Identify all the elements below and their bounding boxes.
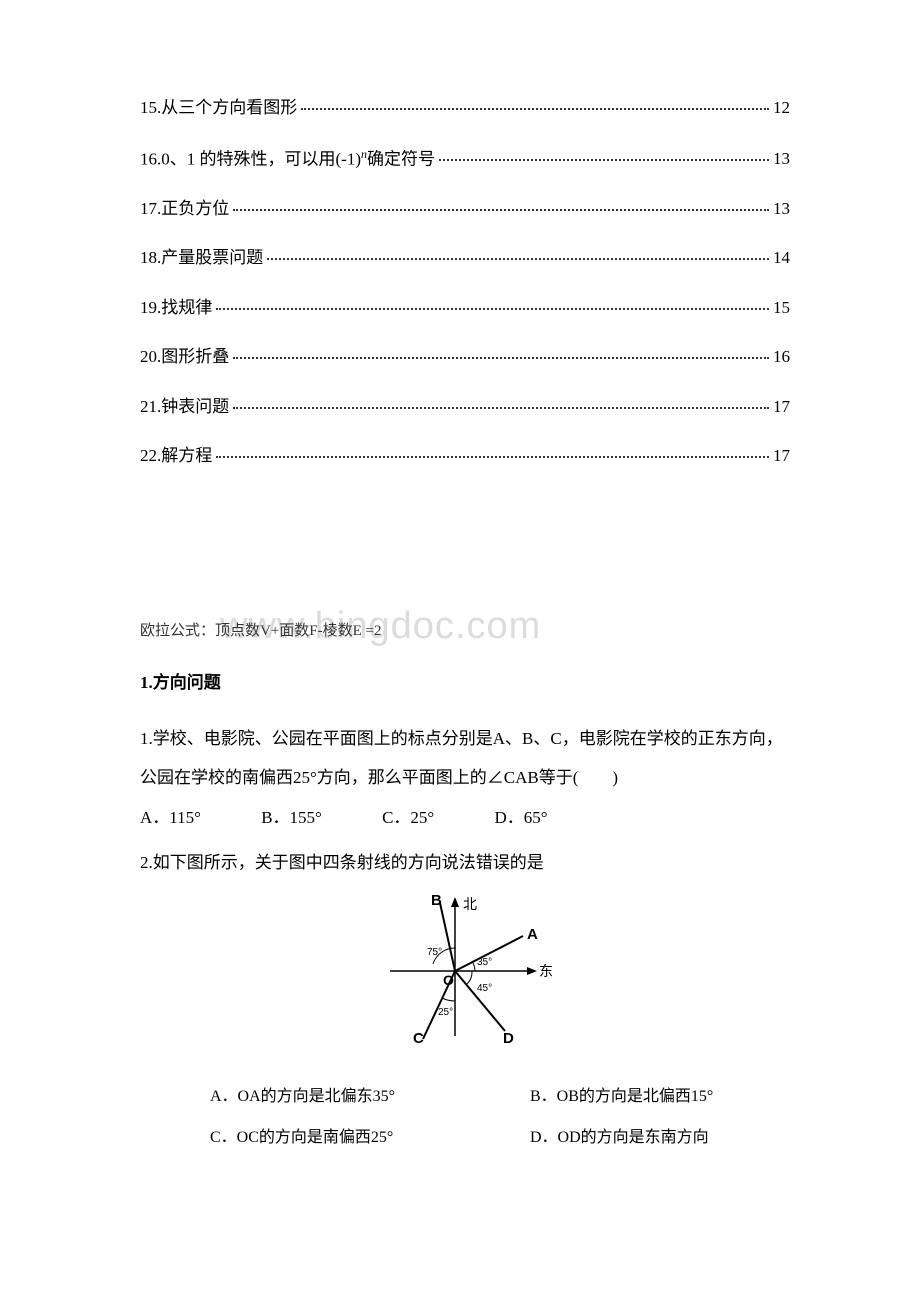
east-label: 东 <box>539 964 553 980</box>
toc-page: 16 <box>773 344 790 370</box>
toc-page: 13 <box>773 196 790 222</box>
toc-dots <box>216 456 769 458</box>
option-a: A．115° <box>140 803 201 828</box>
option-d: D．65° <box>494 803 547 828</box>
option-a: A．OA的方向是北偏东35° <box>210 1076 530 1118</box>
toc-entry: 22.解方程 17 <box>140 443 790 469</box>
option-b: B．OB的方向是北偏西15° <box>530 1076 790 1118</box>
toc-label: 20.图形折叠 <box>140 344 229 370</box>
toc-page: 14 <box>773 245 790 271</box>
toc-entry: 20.图形折叠 16 <box>140 344 790 370</box>
toc-label: 18.产量股票问题 <box>140 245 263 271</box>
angle-25: 25° <box>438 1007 453 1018</box>
toc-page: 13 <box>773 146 790 172</box>
toc-dots <box>233 407 769 409</box>
toc-label: 19.找规律 <box>140 295 212 321</box>
toc-entry: 18.产量股票问题 14 <box>140 245 790 271</box>
toc-label: 17.正负方位 <box>140 196 229 222</box>
toc-label: 15.从三个方向看图形 <box>140 95 297 121</box>
label-a: A <box>527 926 538 943</box>
toc-page: 17 <box>773 443 790 469</box>
toc-dots <box>233 357 769 359</box>
north-label: 北 <box>463 897 477 913</box>
toc-entry: 17.正负方位 13 <box>140 196 790 222</box>
toc-dots <box>439 159 769 161</box>
direction-diagram: 北 东 A B C D O 35° 45° 75° 25° <box>355 891 575 1056</box>
toc-label-suffix: 确定符号 <box>367 149 435 168</box>
compass-svg: 北 东 A B C D O 35° 45° 75° 25° <box>355 891 575 1051</box>
toc-formula: (-1) <box>336 149 361 168</box>
toc-entry: 21.钟表问题 17 <box>140 394 790 420</box>
label-o: O <box>443 972 454 988</box>
toc-page: 15 <box>773 295 790 321</box>
toc-dots <box>233 209 769 211</box>
answer-row: C．OC的方向是南偏西25° D．OD的方向是东南方向 <box>210 1117 790 1159</box>
toc-label: 22.解方程 <box>140 443 212 469</box>
option-c: C．OC的方向是南偏西25° <box>210 1117 530 1159</box>
label-c: C <box>413 1030 424 1047</box>
euler-section: www.bingdoc.com 欧拉公式：顶点数V+面数F-棱数E =2 <box>140 619 790 640</box>
angle-35: 35° <box>477 957 492 968</box>
question-1: 1.学校、电影院、公园在平面图上的标点分别是A、B、C，电影院在学校的正东方向，… <box>140 719 790 797</box>
toc-label: 16.0、1 的特殊性，可以用(-1)n确定符号 <box>140 145 435 172</box>
toc-label-prefix: 16.0、1 的特殊性，可以用 <box>140 149 336 168</box>
angle-45: 45° <box>477 983 492 994</box>
angle-75: 75° <box>427 947 442 958</box>
toc-dots <box>301 108 769 110</box>
section-title: 1.方向问题 <box>140 668 790 693</box>
option-b: B．155° <box>261 803 322 828</box>
label-b: B <box>431 892 442 909</box>
q1-options: A．115° B．155° C．25° D．65° <box>140 803 790 828</box>
toc-page: 12 <box>773 95 790 121</box>
toc-label: 21.钟表问题 <box>140 394 229 420</box>
answer-row: A．OA的方向是北偏东35° B．OB的方向是北偏西15° <box>210 1076 790 1118</box>
toc-section: 15.从三个方向看图形 12 16.0、1 的特殊性，可以用(-1)n确定符号 … <box>140 95 790 469</box>
toc-page: 17 <box>773 394 790 420</box>
euler-formula: 欧拉公式：顶点数V+面数F-棱数E =2 <box>140 619 790 640</box>
toc-entry: 16.0、1 的特殊性，可以用(-1)n确定符号 13 <box>140 145 790 172</box>
diagram-container: 北 东 A B C D O 35° 45° 75° 25° <box>140 891 790 1056</box>
toc-entry: 15.从三个方向看图形 12 <box>140 95 790 121</box>
option-d: D．OD的方向是东南方向 <box>530 1117 790 1159</box>
toc-entry: 19.找规律 15 <box>140 295 790 321</box>
question-2: 2.如下图所示，关于图中四条射线的方向说法错误的是 <box>140 848 790 873</box>
label-d: D <box>503 1030 514 1047</box>
toc-dots <box>216 308 769 310</box>
q2-options: A．OA的方向是北偏东35° B．OB的方向是北偏西15° C．OC的方向是南偏… <box>140 1076 790 1159</box>
option-c: C．25° <box>382 803 434 828</box>
toc-dots <box>267 258 769 260</box>
